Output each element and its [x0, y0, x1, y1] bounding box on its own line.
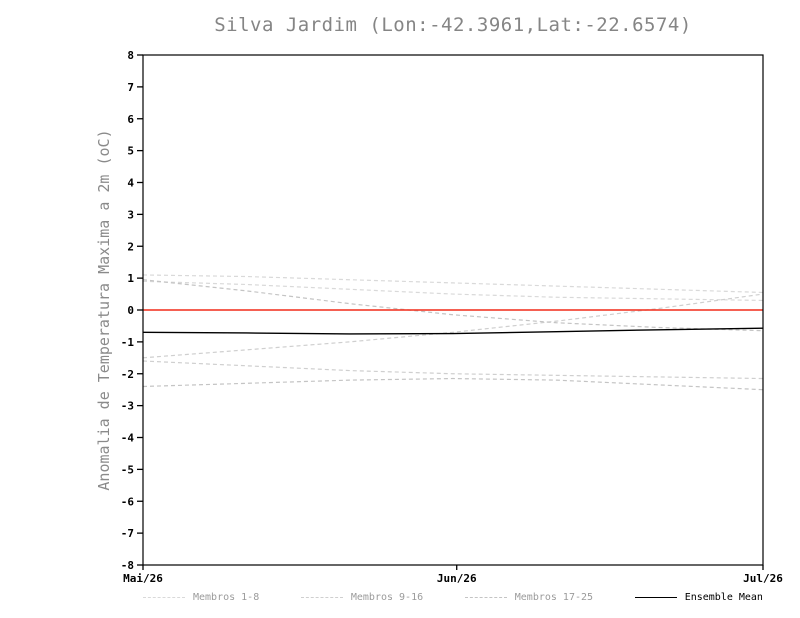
- svg-text:7: 7: [127, 81, 134, 94]
- svg-text:-4: -4: [121, 432, 135, 445]
- legend-label: Ensemble Mean: [684, 592, 763, 603]
- legend-item-ensemble-mean: Ensemble Mean: [634, 592, 763, 603]
- legend-label: Membros 1-8: [193, 592, 260, 603]
- legend-item-membros-1-8: Membros 1-8: [143, 592, 259, 603]
- chart-legend: Membros 1-8 Membros 9-16 Membros 17-25 E…: [143, 592, 763, 603]
- svg-text:-8: -8: [121, 559, 134, 572]
- legend-label: Membros 9-16: [350, 592, 424, 603]
- svg-text:Jul/26: Jul/26: [743, 572, 783, 585]
- dashed-line-sample-icon: [300, 597, 343, 598]
- legend-label: Membros 17-25: [514, 592, 594, 603]
- dashed-line-sample-icon: [143, 597, 185, 598]
- legend-item-membros-9-16: Membros 9-16: [300, 592, 424, 603]
- solid-line-sample-icon: [634, 597, 677, 598]
- svg-text:3: 3: [127, 208, 134, 221]
- svg-text:-3: -3: [121, 400, 134, 413]
- svg-text:-7: -7: [121, 527, 134, 540]
- svg-text:2: 2: [127, 240, 134, 253]
- legend-item-membros-17-25: Membros 17-25: [464, 592, 594, 603]
- svg-text:0: 0: [127, 304, 134, 317]
- chart-title: Silva Jardim (Lon:-42.3961,Lat:-22.6574): [214, 14, 692, 36]
- svg-text:-6: -6: [121, 495, 135, 508]
- svg-text:5: 5: [127, 145, 134, 158]
- svg-text:8: 8: [127, 49, 134, 62]
- dashed-line-sample-icon: [464, 597, 507, 598]
- svg-text:6: 6: [127, 113, 134, 126]
- svg-text:4: 4: [127, 177, 134, 190]
- svg-text:-2: -2: [121, 368, 134, 381]
- svg-text:Mai/26: Mai/26: [123, 572, 163, 585]
- svg-text:-1: -1: [121, 336, 135, 349]
- svg-text:Jun/26: Jun/26: [437, 572, 477, 585]
- svg-text:-5: -5: [121, 463, 134, 476]
- svg-text:1: 1: [127, 272, 134, 285]
